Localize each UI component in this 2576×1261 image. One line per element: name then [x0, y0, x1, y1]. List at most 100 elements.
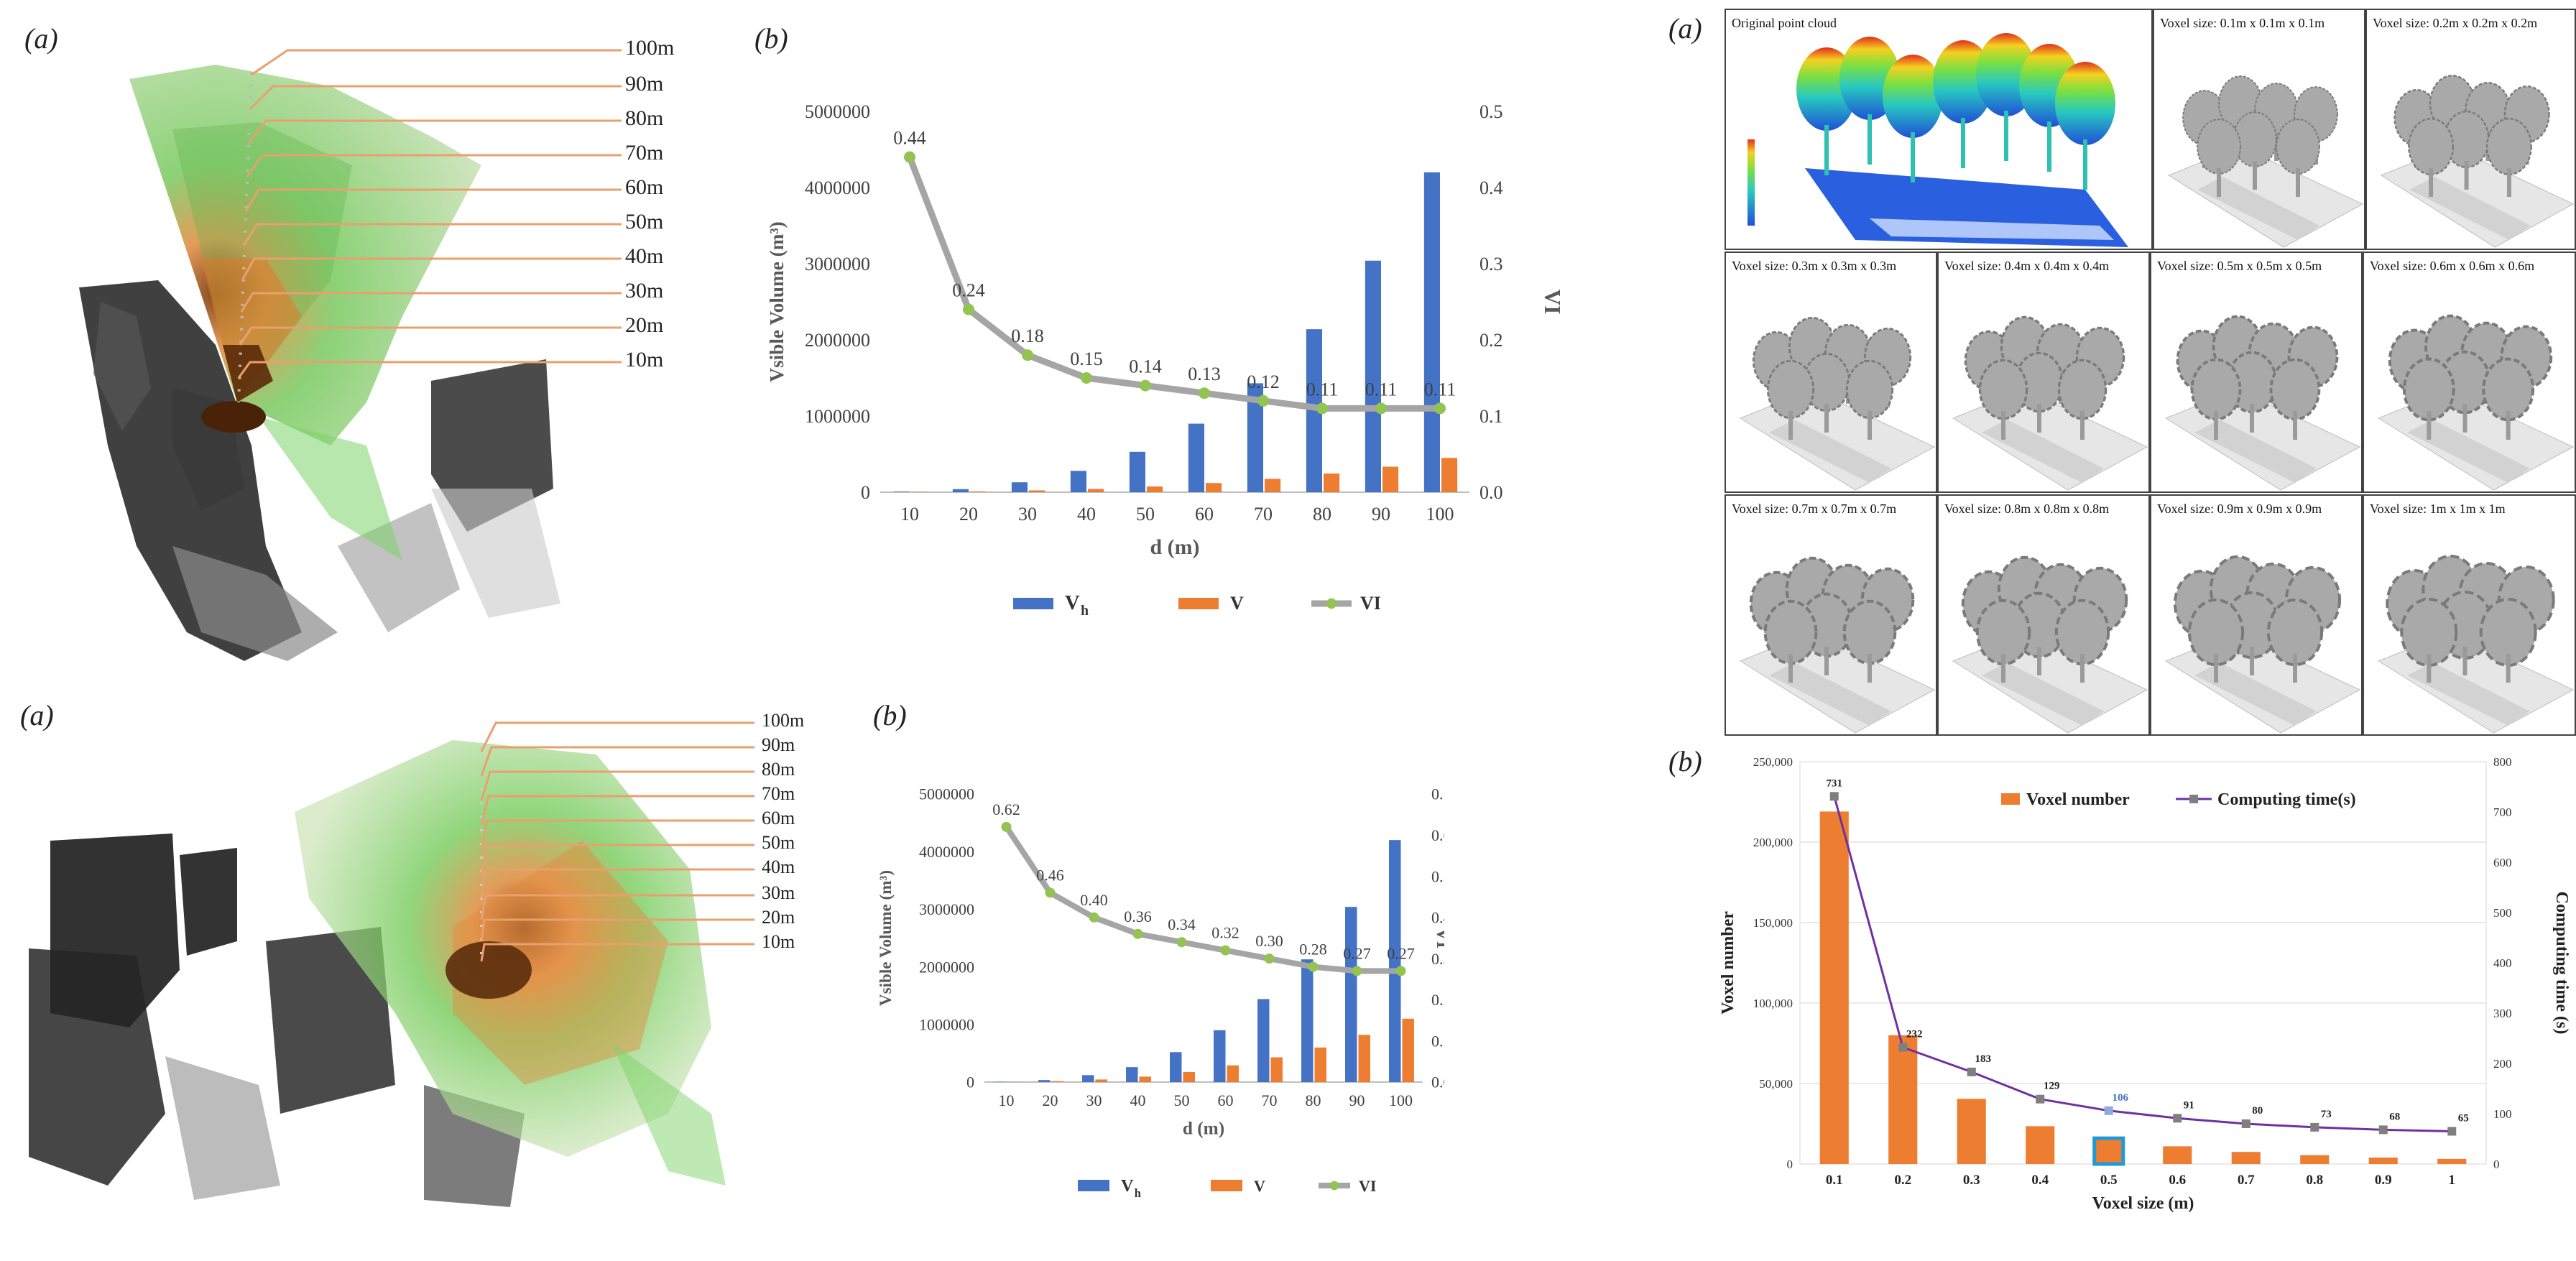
x-axis-title: Voxel size (m) — [2092, 1194, 2194, 1213]
voxel-size-cell: Voxel size: 0.4m x 0.4m x 0.4m — [1937, 251, 2150, 493]
distance-label: 50m — [625, 210, 664, 234]
voxel-render — [1952, 315, 2148, 491]
y-tick-label: 100,000 — [1753, 997, 1793, 1010]
y2-tick-label: 0.7 — [1431, 785, 1444, 803]
time-data-label: 68 — [2389, 1111, 2400, 1122]
bar-voxel-number — [2368, 1158, 2398, 1164]
panel-label-bottom-b: (b) — [873, 699, 907, 731]
x-tick-label: 80 — [1306, 1091, 1321, 1109]
y2-tick-label: 200 — [2493, 1057, 2512, 1071]
vi-data-label: 0.13 — [1188, 364, 1221, 384]
bar-vh — [1011, 482, 1028, 492]
bar-vh — [1247, 383, 1263, 492]
voxel-tree — [2233, 111, 2277, 167]
voxel-size-cell: Voxel size: 0.2m x 0.2m x 0.2m — [2365, 9, 2576, 250]
y2-tick-label: 0.6 — [1431, 826, 1444, 844]
x-tick-label: 90 — [1349, 1091, 1365, 1109]
distance-label: 10m — [625, 348, 664, 371]
original-point-cloud-cell: Original point cloud — [1725, 9, 2153, 250]
tree-canopy — [1883, 55, 1943, 138]
colored-point-cloud-render — [1748, 33, 2128, 247]
cell-caption: Voxel size: 1m x 1m x 1m — [2370, 502, 2506, 516]
time-data-label: 183 — [1975, 1053, 1992, 1065]
y2-tick-label: 0 — [2493, 1158, 2500, 1171]
legend: Voxel number Computing time(s) — [2001, 790, 2356, 809]
x-axis-title: d (m) — [1150, 535, 1200, 559]
y2-axis-title: Computing time (s) — [2552, 892, 2571, 1035]
x-tick-label: 20 — [959, 504, 978, 525]
bar-voxel-number — [1888, 1035, 1918, 1164]
y2-tick-label: 600 — [2493, 856, 2512, 869]
time-data-label: 129 — [2044, 1081, 2060, 1092]
x-tick-label: 0.8 — [2306, 1173, 2323, 1188]
voxel-render — [1739, 316, 1936, 491]
y2-tick-label: 0.0 — [1431, 1073, 1444, 1091]
distance-label: 20m — [625, 313, 664, 337]
vi-data-label: 0.24 — [952, 280, 985, 301]
distance-label: 60m — [762, 808, 795, 828]
legend-label-voxel-number: Voxel number — [2026, 790, 2130, 809]
voxel-size-cell: Voxel size: 0.3m x 0.3m x 0.3m — [1725, 251, 1937, 493]
y-tick-label: 0 — [1787, 1158, 1793, 1171]
distance-label: 70m — [625, 141, 664, 165]
x-tick-label: 60 — [1218, 1091, 1234, 1109]
vi-point — [1089, 912, 1099, 923]
voxel-tree — [2408, 117, 2455, 175]
y-tick-label: 2000000 — [805, 330, 870, 351]
distance-label: 40m — [762, 856, 795, 877]
legend-label-v: V — [1230, 593, 1244, 614]
legend-marker-vi — [1326, 598, 1337, 609]
y2-tick-label: 500 — [2493, 906, 2512, 920]
bar-voxel-number — [1819, 811, 1849, 1164]
y2-tick-label: 100 — [2493, 1107, 2512, 1121]
legend-label-v: V — [1254, 1177, 1265, 1195]
computing-time-line — [1833, 795, 2452, 1132]
voxel-tree — [2276, 119, 2320, 175]
vi-data-label: 0.34 — [1168, 915, 1196, 933]
y-tick-label: 0 — [861, 482, 870, 503]
voxel-chart: 0 50,000 100,000 150,000 200,000 250,000 0 100 2… — [1719, 755, 2571, 1213]
vi-point — [1140, 379, 1151, 392]
y2-tick-label: 0.1 — [1431, 1032, 1444, 1050]
voxel-tree — [2266, 598, 2324, 667]
vi-data-label: 0.11 — [1306, 379, 1339, 399]
voxel-tree — [2400, 598, 2458, 667]
distance-label: 20m — [762, 907, 795, 928]
panel-label-top-a: (a) — [24, 22, 58, 55]
vi-point — [1132, 928, 1143, 939]
bar-vh — [1129, 451, 1145, 492]
vi-point — [1001, 821, 1012, 832]
viewshed-scene-top — [79, 49, 622, 661]
x-tick-label: 1 — [2449, 1173, 2456, 1188]
voxel-size-cell: Voxel size: 0.7m x 0.7m x 0.7m — [1725, 494, 1937, 736]
vi-data-label: 0.15 — [1070, 348, 1103, 369]
plot-area: 0 50,000 100,000 150,000 200,000 250,000 0 100 2… — [1719, 755, 2571, 1213]
legend-marker-computing-time — [2189, 795, 2198, 803]
y2-tick-label: 0.3 — [1479, 254, 1503, 274]
distance-label: 70m — [762, 783, 795, 804]
y-tick-label: 5000000 — [805, 101, 870, 122]
x-tick-label: 0.5 — [2100, 1173, 2118, 1188]
bar-v — [1139, 1076, 1151, 1082]
plot-area: 0 1000000 2000000 3000000 4000000 5000000 0.0 0… — [876, 785, 1444, 1139]
y2-tick-label: 0.2 — [1431, 991, 1444, 1009]
vi-data-label: 0.27 — [1343, 944, 1371, 962]
y-tick-label: 200,000 — [1753, 836, 1793, 849]
vi-data-label: 0.40 — [1080, 891, 1108, 909]
cell-caption: Voxel size: 0.3m x 0.3m x 0.3m — [1732, 259, 1897, 273]
vi-data-label: 0.36 — [1124, 907, 1152, 925]
voxel-render — [2164, 315, 2361, 491]
vi-data-label: 0.11 — [1365, 379, 1398, 399]
computing-time-point — [2310, 1122, 2319, 1132]
time-data-label: 232 — [1906, 1029, 1923, 1040]
legend-label-vh-subscript: h — [1135, 1186, 1141, 1200]
panel-label-right-b: (b) — [1668, 745, 1702, 777]
vi-point — [1257, 394, 1269, 407]
y-tick-label: 50,000 — [1759, 1077, 1793, 1091]
vi-data-label: 0.27 — [1387, 944, 1415, 962]
computing-time-point — [2447, 1127, 2457, 1136]
y-tick-label: 3000000 — [919, 900, 974, 918]
cell-caption: Voxel size: 0.6m x 0.6m x 0.6m — [2370, 259, 2535, 273]
bar-voxel-number — [2026, 1126, 2055, 1164]
